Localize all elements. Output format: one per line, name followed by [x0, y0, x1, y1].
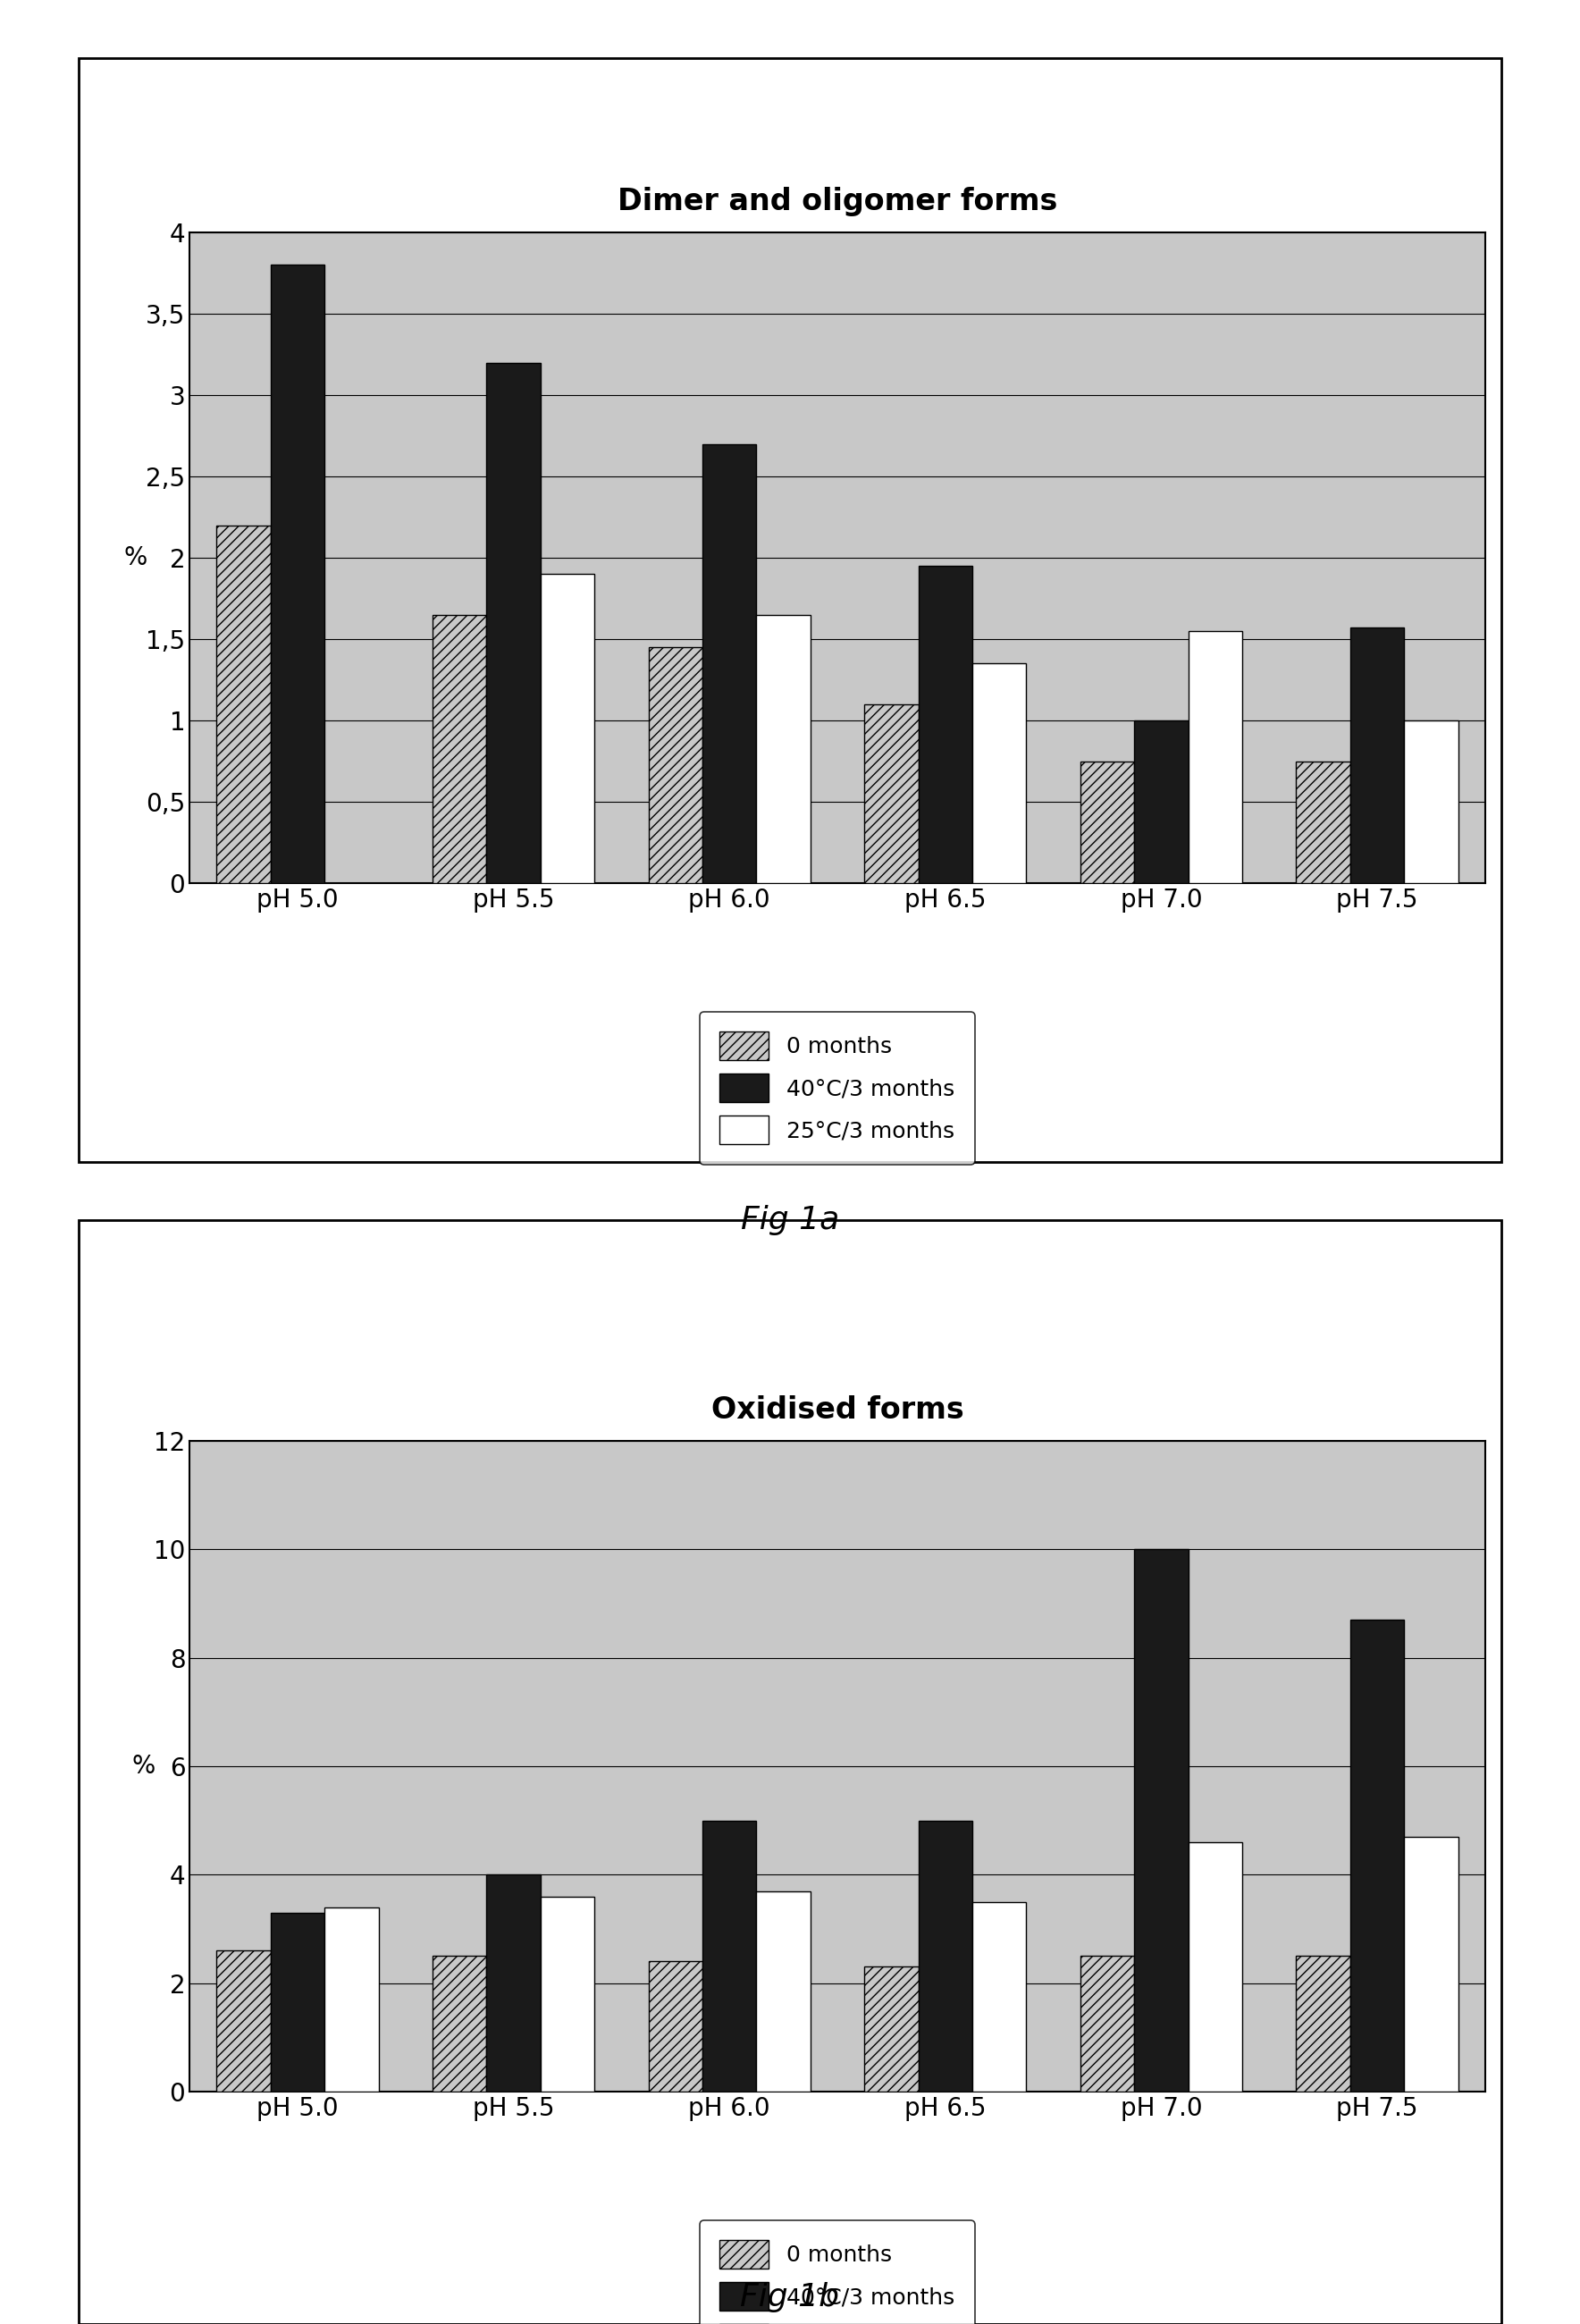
Bar: [1296, 1957, 1351, 2092]
Bar: [648, 1961, 703, 2092]
Bar: [972, 665, 1027, 883]
Bar: [918, 565, 972, 883]
Bar: [1405, 720, 1458, 883]
Y-axis label: %: %: [125, 546, 147, 569]
Bar: [703, 1820, 757, 2092]
Bar: [757, 616, 811, 883]
Bar: [864, 704, 918, 883]
Bar: [487, 363, 540, 883]
Bar: [1351, 627, 1405, 883]
Bar: [540, 1896, 594, 2092]
Bar: [1134, 1550, 1188, 2092]
Y-axis label: %: %: [133, 1755, 155, 1778]
Title: Dimer and oligomer forms: Dimer and oligomer forms: [618, 186, 1057, 216]
Legend: 0 months, 40°C/3 months, 25°C/3 months: 0 months, 40°C/3 months, 25°C/3 months: [700, 2219, 975, 2324]
Bar: [270, 1913, 324, 2092]
Bar: [918, 1820, 972, 2092]
Text: Fig 1a: Fig 1a: [741, 1204, 839, 1236]
Bar: [540, 574, 594, 883]
Bar: [487, 1875, 540, 2092]
Bar: [216, 1950, 270, 2092]
Bar: [433, 616, 487, 883]
Bar: [270, 265, 324, 883]
Bar: [1134, 720, 1188, 883]
Bar: [1296, 762, 1351, 883]
Bar: [1188, 1843, 1242, 2092]
Legend: 0 months, 40°C/3 months, 25°C/3 months: 0 months, 40°C/3 months, 25°C/3 months: [700, 1011, 975, 1164]
Bar: [324, 1908, 379, 2092]
Bar: [757, 1892, 811, 2092]
Bar: [972, 1901, 1027, 2092]
Bar: [1188, 632, 1242, 883]
Text: Fig 1b: Fig 1b: [741, 2282, 839, 2312]
Title: Oxidised forms: Oxidised forms: [711, 1394, 964, 1425]
Bar: [1081, 1957, 1134, 2092]
Bar: [1405, 1836, 1458, 2092]
Bar: [433, 1957, 487, 2092]
Bar: [1351, 1620, 1405, 2092]
Bar: [648, 646, 703, 883]
Bar: [864, 1966, 918, 2092]
Bar: [216, 525, 270, 883]
Bar: [1081, 762, 1134, 883]
Bar: [703, 444, 757, 883]
